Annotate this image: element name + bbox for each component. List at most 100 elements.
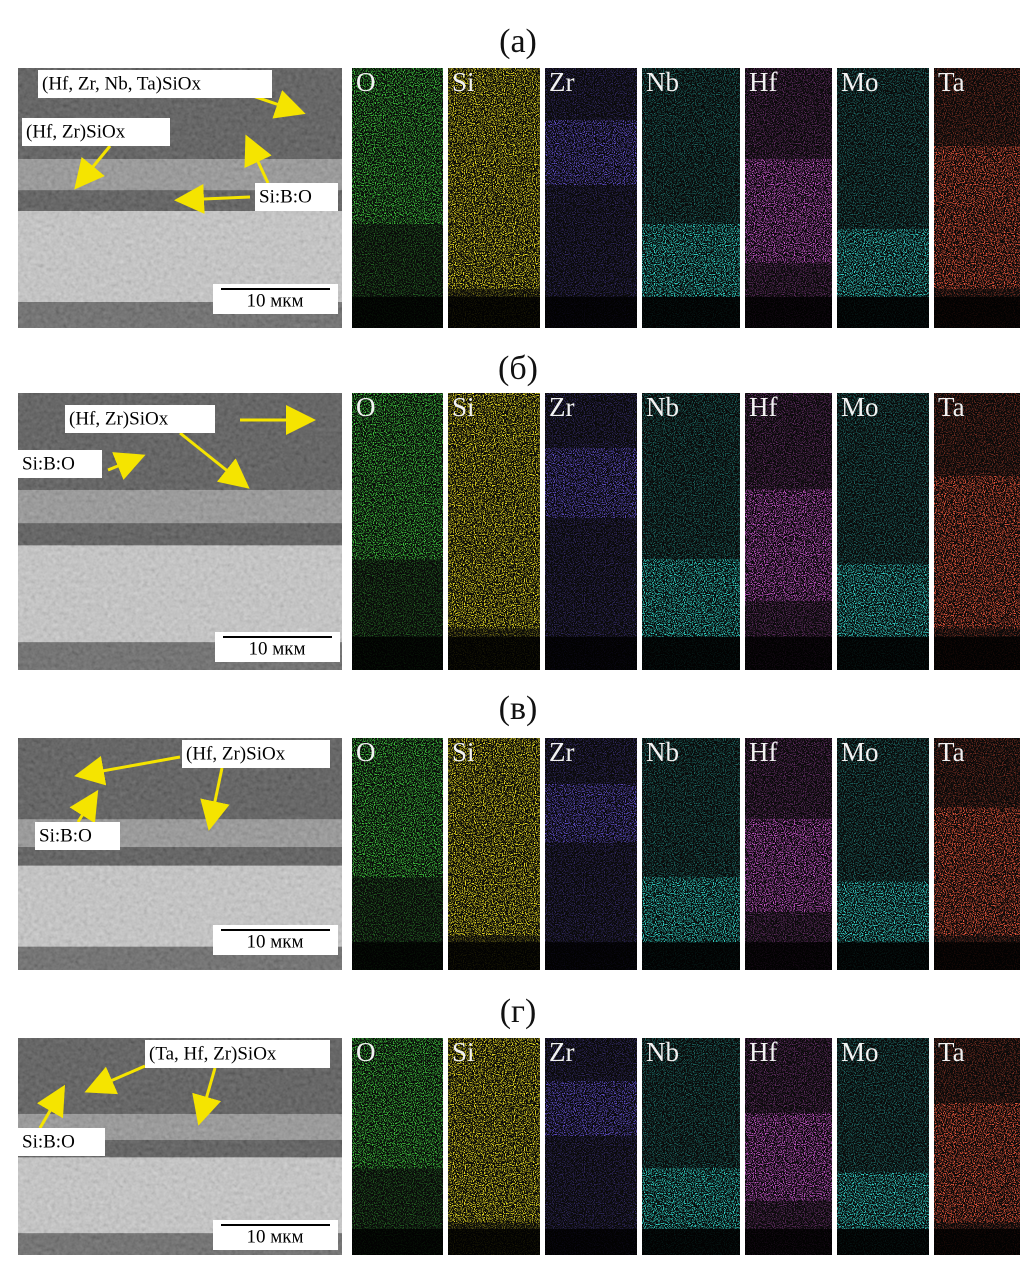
arrow [74, 145, 112, 190]
map-bright [352, 738, 443, 878]
annotation: (Ta, Hf, Zr)SiOx [149, 1043, 277, 1064]
map-dark [934, 296, 1020, 328]
annotation-box [255, 183, 338, 211]
panel: (а) (Hf, Zr, Nb, Ta)SiOx (Hf, Zr)SiOx Si:B:… [18, 23, 1020, 328]
arrow [192, 1067, 222, 1126]
element-label: Mo [841, 67, 879, 97]
map-bright [642, 1168, 740, 1229]
arrow [74, 755, 181, 786]
sem-texture [18, 393, 342, 670]
element-label: Hf [749, 392, 778, 422]
arrow [107, 452, 146, 480]
map-dark [837, 1228, 929, 1255]
annotation-box [65, 405, 215, 433]
element-label: Ta [938, 392, 965, 422]
annotation-box [145, 1040, 330, 1068]
annotation-box [22, 118, 170, 146]
element-label: O [356, 392, 376, 422]
panel: (в) (Hf, Zr)SiOx Si:B:O 10 мкм O Si Zr Nb Hf Mo Ta [18, 690, 1020, 970]
annotation-box [182, 740, 330, 768]
map-dark [934, 942, 1020, 970]
element-label: Zr [549, 1037, 574, 1067]
element-label: Si [452, 392, 475, 422]
map-dark [745, 1228, 832, 1255]
map-bright [352, 1038, 443, 1169]
map-dark [545, 296, 637, 328]
map-dark [745, 636, 832, 670]
map-dark [745, 942, 832, 970]
annotation: Si:B:O [259, 186, 312, 207]
map-bright [934, 146, 1020, 289]
panel: (г) (Ta, Hf, Zr)SiOx Si:B:O 10 мкм O Si Zr Nb Hf… [18, 993, 1020, 1255]
map-dark [448, 636, 540, 670]
map-dark [352, 296, 443, 328]
element-label: Si [452, 1037, 475, 1067]
map-bright [837, 1172, 929, 1229]
map-bright [934, 476, 1020, 629]
panel-label: (в) [499, 690, 538, 727]
element-label: Zr [549, 67, 574, 97]
scale-label: 10 мкм [246, 931, 303, 952]
annotation-box [38, 70, 272, 98]
element-label: Ta [938, 67, 965, 97]
arrow [69, 789, 99, 824]
map-bright [934, 1103, 1020, 1223]
element-label: Si [452, 67, 475, 97]
map-dark [745, 296, 832, 328]
map-dark [448, 942, 540, 970]
scale-label: 10 мкм [246, 290, 303, 311]
annotation: (Hf, Zr)SiOx [26, 121, 126, 142]
annotation-box [18, 450, 102, 478]
map-speckle [545, 1038, 637, 1255]
map-bright [642, 877, 740, 943]
map-dark [934, 636, 1020, 670]
map-speckle [545, 393, 637, 670]
map-bright [545, 120, 637, 185]
panel-label: (б) [498, 350, 538, 387]
map-bright [545, 448, 637, 518]
arrow [244, 134, 272, 184]
scale-label: 10 мкм [248, 638, 305, 659]
annotation-box [18, 1128, 105, 1156]
annotation: (Hf, Zr)SiOx [186, 743, 286, 764]
map-dark [352, 942, 443, 970]
map-dark [545, 636, 637, 670]
map-bright [448, 738, 540, 936]
map-dark [837, 296, 929, 328]
element-label: Nb [646, 737, 679, 767]
map-dark [642, 942, 740, 970]
element-label: Nb [646, 1037, 679, 1067]
annotation: Si:B:O [39, 825, 92, 846]
map-bright [545, 784, 637, 843]
map-dark [352, 1228, 443, 1255]
element-label: O [356, 1037, 376, 1067]
map-dark [352, 636, 443, 670]
map-bright [745, 1113, 832, 1201]
panel-label: (а) [499, 23, 537, 60]
map-dark [642, 296, 740, 328]
map-dark [642, 636, 740, 670]
map-dark [448, 296, 540, 328]
element-label: Zr [549, 737, 574, 767]
element-label: Nb [646, 67, 679, 97]
map-bright [545, 1081, 637, 1136]
map-bright [837, 564, 929, 637]
map-bright [745, 819, 832, 912]
element-label: Ta [938, 737, 965, 767]
map-dark [448, 1228, 540, 1255]
map-dark [837, 636, 929, 670]
arrow [174, 183, 251, 214]
arrow [179, 431, 250, 489]
arrow [84, 1064, 146, 1095]
map-bright [934, 807, 1020, 936]
annotation: Si:B:O [22, 453, 75, 474]
map-speckle [545, 738, 637, 970]
map-bright [642, 559, 740, 637]
map-bright [837, 881, 929, 943]
map-bright [448, 1038, 540, 1223]
map-speckle [545, 68, 637, 328]
arrow [36, 1084, 66, 1129]
scale-label: 10 мкм [246, 1226, 303, 1247]
element-label: O [356, 67, 376, 97]
